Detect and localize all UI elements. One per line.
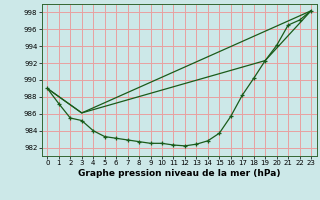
X-axis label: Graphe pression niveau de la mer (hPa): Graphe pression niveau de la mer (hPa) xyxy=(78,169,280,178)
